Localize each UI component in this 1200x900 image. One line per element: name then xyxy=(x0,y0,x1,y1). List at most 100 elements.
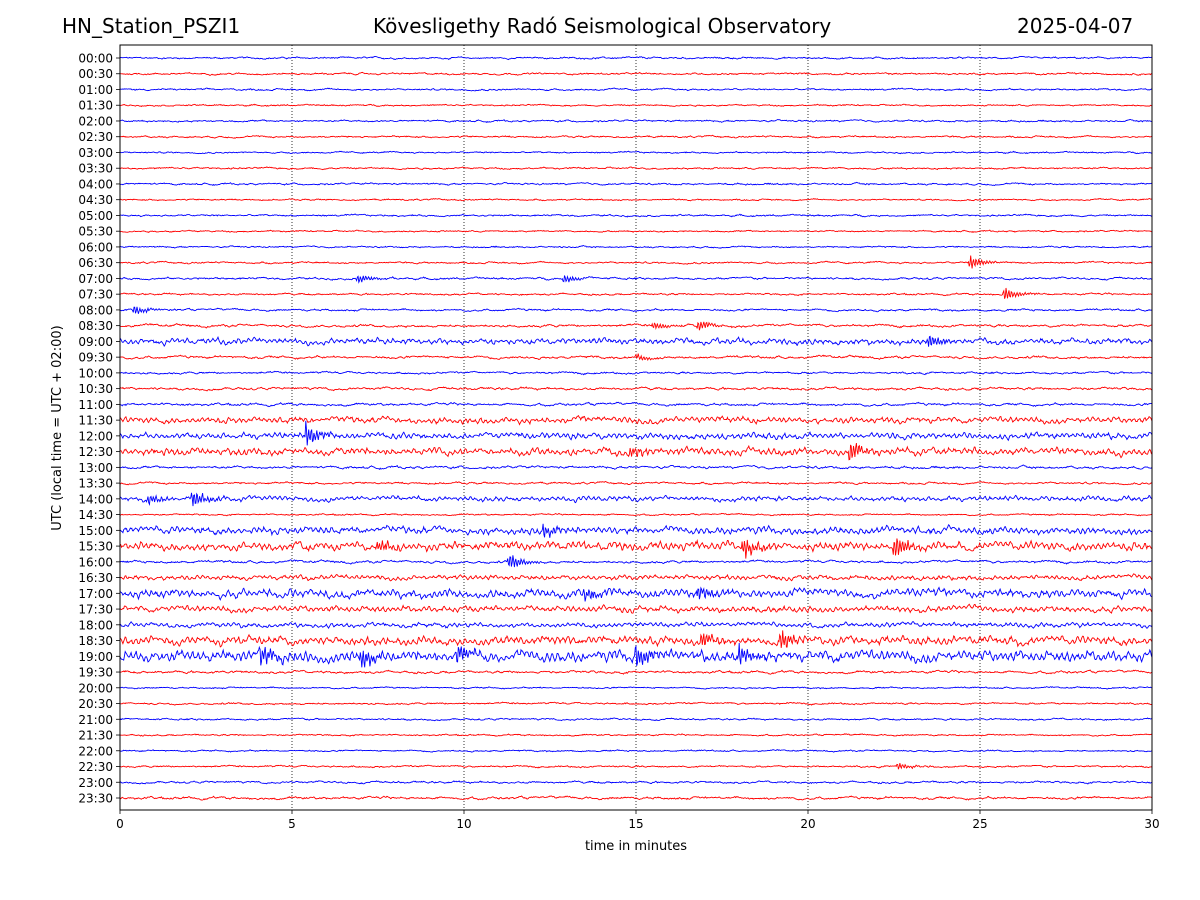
y-tick-label: 02:30 xyxy=(78,130,113,144)
trace-0800 xyxy=(119,306,1153,314)
trace-1730 xyxy=(119,603,1153,614)
trace-0230 xyxy=(119,134,1153,139)
x-tick-label: 15 xyxy=(628,817,643,831)
y-tick-label: 19:30 xyxy=(78,666,113,680)
trace-2200 xyxy=(119,749,1153,753)
y-tick-label: 10:30 xyxy=(78,382,113,396)
x-tick-label: 25 xyxy=(972,817,987,831)
trace-1800 xyxy=(119,621,1153,629)
y-tick-label: 15:30 xyxy=(78,540,113,554)
trace-0600 xyxy=(120,245,1153,249)
trace-2130 xyxy=(119,733,1153,737)
date-title: 2025-04-07 xyxy=(1017,14,1134,38)
trace-2000 xyxy=(120,686,1152,690)
y-tick-label: 21:30 xyxy=(78,729,113,743)
y-tick-label: 12:30 xyxy=(78,445,113,459)
trace-2030 xyxy=(120,701,1153,706)
y-tick-label: 17:00 xyxy=(78,587,113,601)
trace-0430 xyxy=(119,197,1153,202)
y-tick-label: 12:00 xyxy=(78,429,113,443)
trace-1600 xyxy=(119,555,1152,568)
y-tick-label: 08:30 xyxy=(78,319,113,333)
trace-0200 xyxy=(120,118,1153,124)
y-tick-label: 19:00 xyxy=(78,650,113,664)
trace-0930 xyxy=(119,353,1153,362)
y-tick-label: 08:00 xyxy=(78,303,113,317)
y-tick-label: 11:30 xyxy=(78,414,113,428)
y-tick-label: 03:30 xyxy=(78,162,113,176)
trace-1200 xyxy=(119,420,1153,446)
trace-0030 xyxy=(119,71,1152,77)
x-tick-label: 30 xyxy=(1144,817,1159,831)
trace-1530 xyxy=(119,538,1153,559)
trace-0500 xyxy=(120,213,1153,218)
y-tick-label: 07:00 xyxy=(78,272,113,286)
trace-1930 xyxy=(119,669,1153,675)
trace-0130 xyxy=(119,103,1153,108)
x-tick-label: 5 xyxy=(288,817,296,831)
trace-0330 xyxy=(119,166,1152,171)
trace-0530 xyxy=(119,229,1153,234)
y-tick-label: 07:30 xyxy=(78,288,113,302)
trace-2230 xyxy=(119,763,1153,770)
y-tick-label: 06:30 xyxy=(78,256,113,270)
y-tick-label: 14:30 xyxy=(78,508,113,522)
trace-2300 xyxy=(119,780,1153,785)
trace-1430 xyxy=(119,512,1153,517)
y-tick-label: 10:00 xyxy=(78,366,113,380)
y-tick-label: 06:00 xyxy=(78,240,113,254)
y-tick-label: 23:00 xyxy=(78,776,113,790)
y-axis-label: UTC (local time = UTC + 02:00) xyxy=(50,325,65,530)
x-axis-label: time in minutes xyxy=(585,839,687,854)
station-title: HN_Station_PSZI1 xyxy=(62,14,241,38)
y-tick-label: 05:00 xyxy=(78,209,113,223)
trace-1630 xyxy=(119,573,1153,582)
observatory-title: Kövesligethy Radó Seismological Observat… xyxy=(373,14,832,38)
trace-1300 xyxy=(119,464,1153,470)
y-tick-label: 04:00 xyxy=(78,177,113,191)
trace-0630 xyxy=(119,255,1153,269)
y-tick-label: 04:30 xyxy=(78,193,113,207)
y-tick-label: 16:30 xyxy=(78,571,113,585)
y-tick-label: 18:00 xyxy=(78,618,113,632)
y-tick-label: 05:30 xyxy=(78,225,113,239)
y-tick-label: 09:30 xyxy=(78,351,113,365)
y-tick-label: 14:00 xyxy=(78,492,113,506)
trace-0400 xyxy=(119,181,1153,187)
y-tick-label: 15:00 xyxy=(78,524,113,538)
y-tick-label: 09:00 xyxy=(78,335,113,349)
y-tick-label: 00:30 xyxy=(78,67,113,81)
trace-0730 xyxy=(119,287,1153,299)
y-tick-label: 13:00 xyxy=(78,461,113,475)
y-tick-label: 23:30 xyxy=(78,792,113,806)
trace-1700 xyxy=(119,586,1153,602)
y-tick-label: 22:30 xyxy=(78,760,113,774)
y-tick-label: 17:30 xyxy=(78,603,113,617)
y-tick-label: 22:00 xyxy=(78,744,113,758)
y-tick-label: 18:30 xyxy=(78,634,113,648)
trace-0000 xyxy=(119,56,1153,61)
trace-0830 xyxy=(120,321,1153,331)
y-tick-label: 03:00 xyxy=(78,146,113,160)
y-tick-label: 01:30 xyxy=(78,99,113,113)
trace-1830 xyxy=(119,630,1153,648)
y-tick-label: 20:30 xyxy=(78,697,113,711)
trace-2330 xyxy=(119,795,1153,801)
trace-1030 xyxy=(119,386,1153,392)
y-tick-label: 21:00 xyxy=(78,713,113,727)
y-tick-label: 16:00 xyxy=(78,555,113,569)
trace-1500 xyxy=(119,523,1153,538)
trace-1330 xyxy=(119,480,1153,486)
x-tick-label: 0 xyxy=(116,817,124,831)
y-tick-label: 11:00 xyxy=(78,398,113,412)
y-tick-label: 02:00 xyxy=(78,114,113,128)
trace-1100 xyxy=(119,401,1153,408)
trace-1130 xyxy=(119,415,1153,426)
trace-1000 xyxy=(119,370,1153,376)
y-tick-label: 01:00 xyxy=(78,83,113,97)
trace-2100 xyxy=(119,717,1153,722)
x-tick-label: 20 xyxy=(800,817,815,831)
trace-1900 xyxy=(119,642,1153,668)
y-tick-label: 00:00 xyxy=(78,52,113,66)
